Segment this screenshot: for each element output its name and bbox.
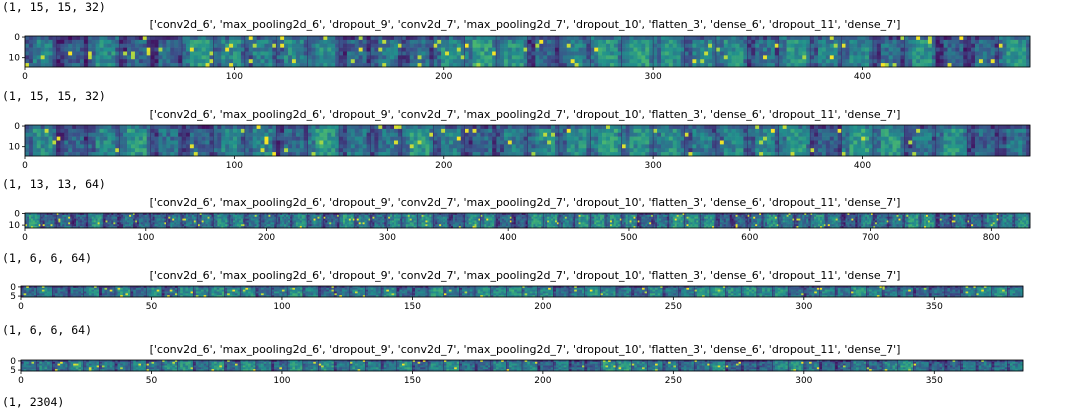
heatmap-image (25, 36, 1030, 67)
x-tick-label: 700 (862, 233, 879, 243)
x-tick-label: 100 (137, 233, 154, 243)
heatmap-image (25, 213, 1030, 228)
x-tick-label: 100 (226, 161, 243, 171)
shape-text-4: (1, 6, 6, 64) (2, 252, 92, 264)
x-tick-label: 100 (273, 376, 290, 386)
x-tick-label: 800 (983, 233, 1000, 243)
x-tick-label: 600 (741, 233, 758, 243)
x-tick-label: 50 (146, 376, 158, 386)
x-tick-label: 300 (795, 302, 812, 312)
shape-text-1: (1, 15, 15, 32) (2, 1, 106, 13)
x-tick-label: 400 (854, 72, 871, 82)
x-tick-label: 0 (22, 72, 28, 82)
x-tick-label: 200 (435, 72, 452, 82)
heatmap-image (21, 286, 1023, 297)
y-tick-label: 10 (9, 221, 21, 231)
x-tick-label: 50 (146, 302, 158, 312)
x-tick-label: 300 (645, 161, 662, 171)
x-tick-label: 300 (795, 376, 812, 386)
y-tick-label: 0 (14, 122, 20, 132)
x-tick-label: 350 (926, 302, 943, 312)
shape-text-2: (1, 15, 15, 32) (2, 90, 106, 102)
x-tick-label: 300 (379, 233, 396, 243)
x-tick-label: 0 (18, 376, 24, 386)
y-tick-label: 5 (10, 366, 16, 376)
feature-map-plot-3: 0 100 200 300 400 500 600 700 800 010 (0, 208, 1040, 248)
x-tick-label: 150 (404, 376, 421, 386)
x-tick-label: 200 (534, 376, 551, 386)
shape-text-3: (1, 13, 13, 64) (2, 178, 106, 190)
y-tick-label: 10 (9, 143, 21, 153)
x-tick-label: 400 (854, 161, 871, 171)
trailing-shape-text: (1, 2304) (2, 396, 64, 408)
x-tick-label: 0 (22, 161, 28, 171)
x-tick-label: 100 (226, 72, 243, 82)
x-tick-label: 0 (18, 302, 24, 312)
x-tick-label: 150 (404, 302, 421, 312)
x-tick-label: 100 (273, 302, 290, 312)
y-tick-label: 0 (14, 33, 20, 43)
heatmap-image (21, 360, 1023, 371)
y-tick-label: 0 (14, 210, 20, 220)
x-tick-label: 250 (665, 302, 682, 312)
x-tick-label: 400 (500, 233, 517, 243)
x-tick-label: 0 (22, 233, 28, 243)
x-tick-label: 200 (435, 161, 452, 171)
shape-text-5: (1, 6, 6, 64) (2, 324, 92, 336)
x-tick-label: 500 (620, 233, 637, 243)
x-tick-label: 200 (258, 233, 275, 243)
x-tick-label: 200 (534, 302, 551, 312)
x-tick-label: 250 (665, 376, 682, 386)
x-tick-label: 350 (926, 376, 943, 386)
heatmap-image (25, 125, 1030, 156)
y-tick-label: 10 (9, 54, 21, 64)
y-tick-label: 5 (10, 292, 16, 302)
x-tick-label: 300 (645, 72, 662, 82)
